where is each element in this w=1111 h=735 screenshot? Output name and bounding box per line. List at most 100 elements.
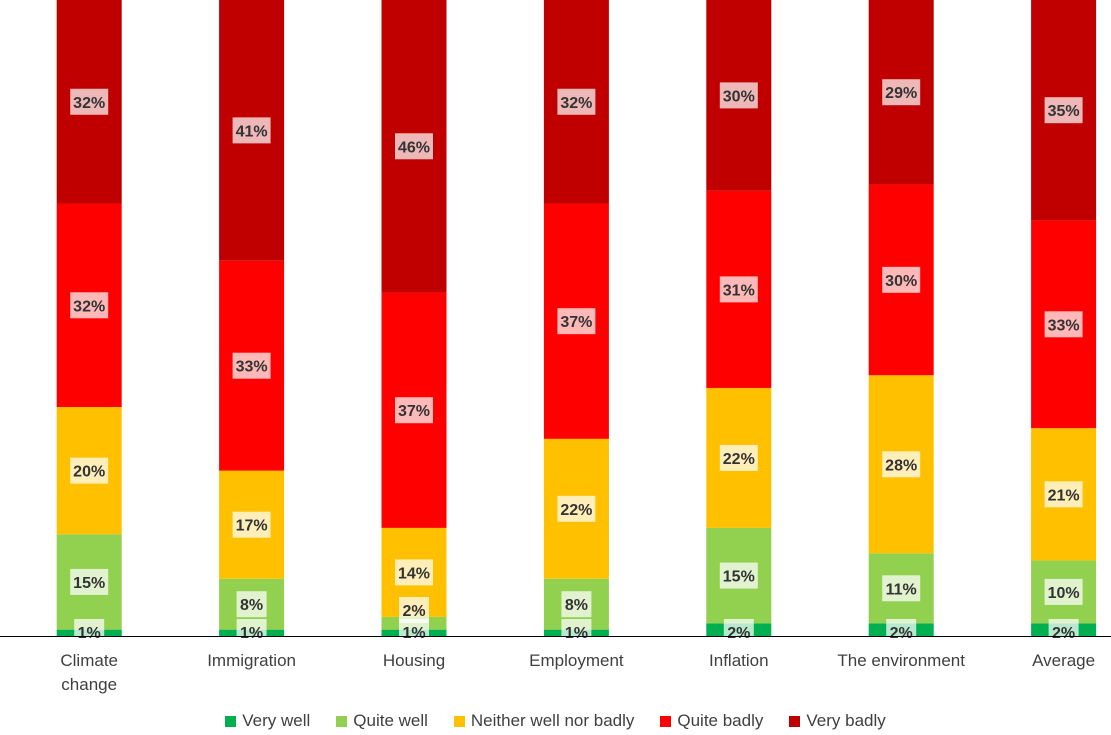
category-label-housing: Housing (383, 651, 445, 670)
data-label: 20% (73, 464, 105, 481)
data-label-bg (1044, 97, 1083, 124)
data-label-bg (882, 451, 921, 478)
data-label-bg (232, 352, 271, 379)
data-label: 10% (1048, 585, 1080, 602)
data-label: 2% (890, 625, 913, 642)
data-label: 21% (1048, 487, 1080, 504)
legend-label-quite-badly: Quite badly (677, 711, 764, 730)
data-label-bg (395, 559, 433, 586)
category-label-climate-change: Climate (60, 651, 118, 670)
bar-stack-inflation: 2% 15% 22% 31% 30% (706, 0, 772, 645)
legend-item-very-badly: Very badly (789, 711, 886, 731)
category-label-employment: Employment (529, 651, 624, 670)
data-label: 2% (727, 625, 750, 642)
legend-item-neither: Neither well nor badly (453, 711, 635, 731)
data-label: 46% (398, 139, 430, 156)
data-label: 15% (723, 569, 755, 586)
legend-swatch-quite-badly (660, 715, 672, 727)
data-label: 30% (723, 88, 755, 105)
data-label: 41% (236, 123, 268, 140)
data-label: 17% (236, 518, 268, 535)
bar-stack-housing: 1% 2% 14% 37% 46% (381, 0, 447, 645)
data-label-bg (882, 266, 921, 293)
legend-swatch-very-well (225, 715, 237, 727)
data-label-bg (882, 79, 921, 106)
data-label: 14% (398, 565, 430, 582)
data-label-bg (719, 562, 758, 589)
data-label: 1% (402, 625, 425, 642)
data-label: 2% (402, 603, 425, 620)
bar-stack-employment: 1% 8% 22% 37% 32% (543, 0, 609, 645)
legend-item-very-well: Very well (225, 711, 310, 731)
legend-label-neither: Neither well nor badly (470, 711, 635, 730)
data-label: 15% (73, 575, 105, 592)
data-label: 32% (73, 95, 105, 112)
bar-stack-average: 2% 10% 21% 33% 35% (1031, 0, 1097, 645)
data-label-bg (395, 133, 433, 160)
legend: Very well Quite well Neither well nor ba… (0, 708, 1111, 734)
data-label-bg (723, 619, 754, 645)
data-label-bg (557, 308, 596, 335)
data-label-bg (1044, 311, 1083, 338)
data-label-bg (74, 619, 105, 645)
data-label-bg (1044, 578, 1083, 605)
data-label-bg (236, 591, 267, 618)
data-label: 22% (560, 502, 592, 519)
legend-swatch-quite-well (336, 715, 348, 727)
data-label: 30% (885, 273, 917, 290)
category-label-climate-change: change (61, 675, 117, 694)
bar-stack-climate-change: 1% 15% 20% 32% 32% (56, 0, 122, 645)
category-label-immigration: Immigration (207, 651, 296, 670)
data-label: 32% (73, 298, 105, 315)
stacked-bar-chart: 1% 15% 20% 32% 32% Climate change 1% 8% 17% 33% 41%… (0, 0, 1111, 694)
data-label: 11% (886, 581, 917, 598)
bar-stack-the-environment: 2% 11% 28% 30% 29% (868, 0, 934, 645)
data-label-bg (395, 397, 433, 424)
legend-swatch-very-badly (789, 715, 801, 727)
data-label-bg (1048, 619, 1079, 645)
category-label-average: Average (1032, 651, 1095, 670)
data-label-bg (719, 276, 758, 303)
legend-label-very-badly: Very badly (806, 711, 886, 730)
category-label-inflation: Inflation (709, 651, 769, 670)
data-label-bg (70, 457, 109, 484)
data-label: 28% (885, 457, 917, 474)
data-label: 33% (1048, 317, 1080, 334)
data-label-bg (561, 591, 592, 618)
data-label: 37% (560, 314, 592, 331)
data-label: 31% (723, 282, 755, 299)
data-label: 1% (565, 625, 588, 642)
data-label-bg (399, 597, 429, 623)
data-label-bg (882, 575, 921, 602)
data-label-bg (70, 568, 109, 595)
data-label-bg (70, 292, 109, 319)
data-label-bg (236, 619, 267, 645)
legend-item-quite-well: Quite well (336, 711, 428, 731)
data-label: 35% (1048, 103, 1080, 120)
data-label-bg (399, 619, 429, 645)
data-label: 33% (236, 359, 268, 376)
data-label-bg (557, 495, 596, 522)
legend-swatch-neither (453, 715, 465, 727)
data-label-bg (1044, 481, 1083, 508)
bar-stack-immigration: 1% 8% 17% 33% 41% (219, 0, 285, 645)
category-label-the-environment: The environment (837, 651, 965, 670)
data-label: 32% (560, 95, 592, 112)
data-label-bg (232, 117, 271, 144)
data-label-bg (557, 88, 596, 115)
data-label-bg (561, 619, 592, 645)
data-label: 1% (78, 625, 101, 642)
legend-label-very-well: Very well (242, 711, 311, 730)
data-label: 8% (565, 597, 588, 614)
data-label-bg (719, 444, 758, 471)
data-label: 37% (398, 403, 430, 420)
legend-label-quite-well: Quite well (353, 711, 428, 730)
data-label: 2% (1052, 625, 1075, 642)
data-label: 1% (240, 625, 263, 642)
data-label-bg (719, 82, 758, 109)
data-label: 22% (723, 451, 755, 468)
data-label: 29% (885, 85, 917, 102)
legend-item-quite-badly: Quite badly (660, 711, 763, 731)
data-label-bg (70, 88, 109, 115)
data-label-bg (232, 511, 271, 538)
